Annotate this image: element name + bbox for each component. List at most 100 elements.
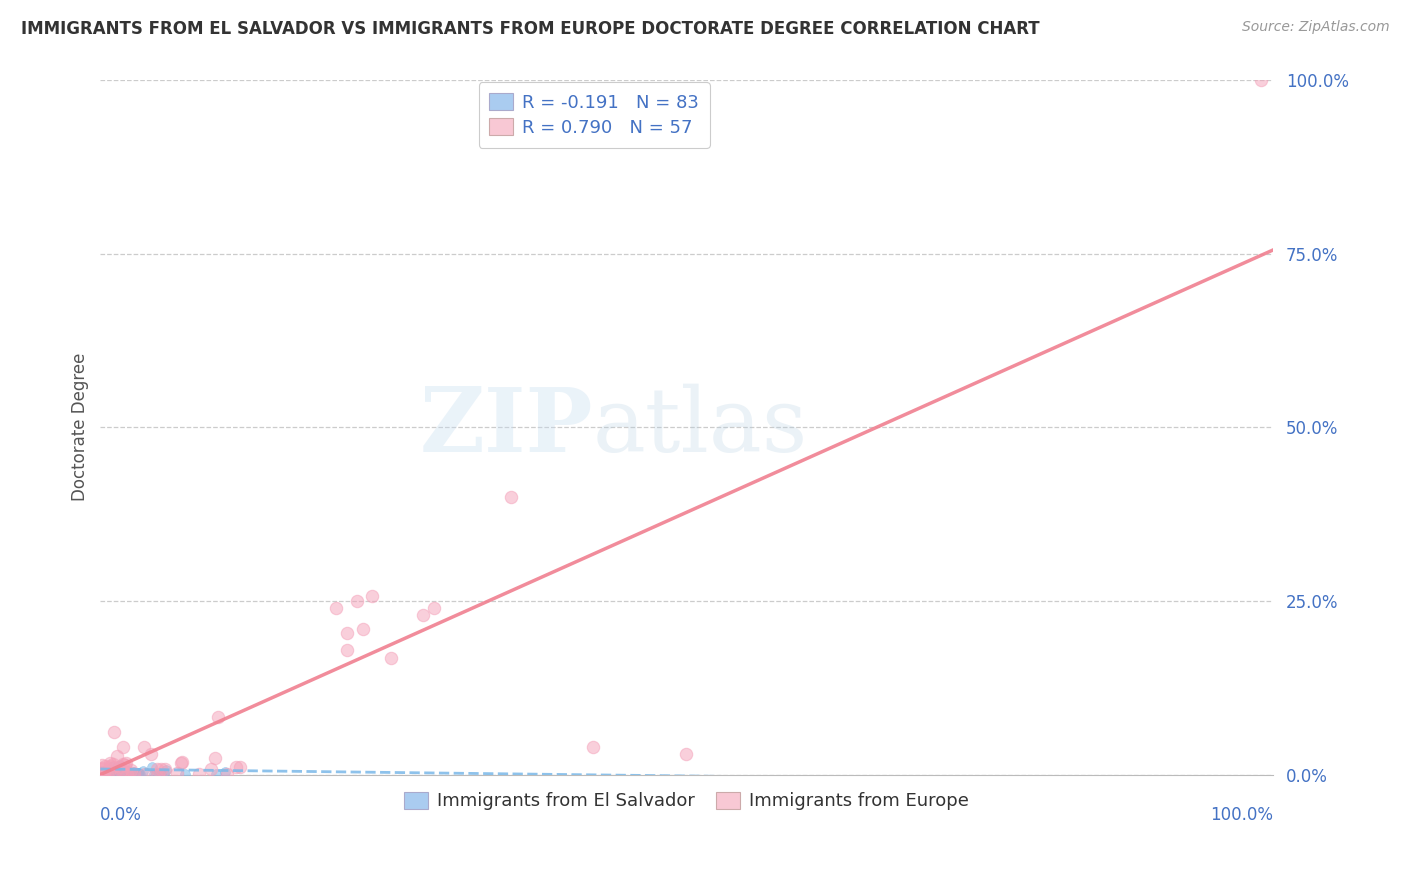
Point (114, 767, 136, 781)
Point (94, 766, 117, 780)
Point (94, 766, 117, 780)
Point (108, 766, 131, 780)
Point (90, 762, 112, 776)
Point (100, 760, 122, 774)
Point (112, 766, 135, 780)
Point (115, 766, 138, 780)
Point (228, 760, 250, 774)
Point (352, 623, 374, 637)
Point (97, 764, 120, 779)
Point (100, 767, 122, 781)
Point (105, 766, 128, 780)
Point (205, 766, 228, 780)
Point (101, 764, 124, 779)
Text: ZIP: ZIP (419, 384, 593, 471)
Point (105, 767, 128, 781)
Point (118, 767, 141, 781)
Point (104, 766, 127, 780)
Point (96, 764, 118, 779)
Point (103, 767, 125, 781)
Point (118, 765, 141, 780)
Point (336, 626, 359, 640)
Point (111, 767, 134, 781)
Text: atlas: atlas (593, 384, 808, 471)
Point (170, 756, 193, 770)
Point (127, 767, 149, 781)
Point (96, 767, 118, 781)
Point (101, 765, 124, 780)
Point (166, 766, 188, 780)
Point (110, 766, 132, 780)
Point (412, 607, 434, 622)
Point (145, 767, 167, 781)
Point (94, 759, 117, 773)
Point (105, 749, 128, 764)
Point (91, 767, 114, 781)
Point (110, 767, 132, 781)
Point (104, 766, 127, 780)
Point (101, 760, 124, 774)
Point (146, 762, 169, 776)
Point (380, 650, 402, 665)
Point (98, 763, 121, 777)
Point (131, 764, 153, 779)
Point (91, 764, 114, 779)
Point (217, 766, 239, 780)
Point (105, 767, 128, 781)
Point (118, 766, 141, 780)
Point (97, 767, 120, 781)
Point (174, 767, 197, 781)
Point (110, 763, 132, 777)
Point (110, 764, 132, 778)
Point (91, 767, 114, 781)
Point (148, 766, 170, 780)
Point (122, 765, 145, 780)
Point (325, 601, 347, 615)
Point (122, 766, 145, 780)
Point (121, 767, 143, 781)
Point (143, 767, 166, 781)
Point (118, 767, 141, 781)
Point (124, 766, 146, 780)
Point (93, 764, 115, 778)
Point (127, 766, 149, 780)
Point (112, 766, 135, 780)
Point (118, 767, 141, 781)
Point (97, 767, 120, 781)
Point (188, 766, 211, 780)
Point (128, 767, 150, 781)
Point (108, 758, 131, 772)
Point (423, 600, 446, 615)
Point (115, 756, 138, 771)
Point (141, 760, 163, 774)
Point (214, 765, 236, 780)
Point (105, 766, 128, 780)
Point (1250, 73, 1272, 87)
Point (111, 765, 134, 780)
Point (96, 767, 118, 781)
Point (101, 767, 124, 781)
Point (105, 765, 128, 780)
Point (499, 490, 522, 504)
Point (111, 739, 134, 754)
Point (207, 709, 229, 723)
Point (170, 755, 193, 769)
Point (108, 760, 131, 774)
Point (127, 765, 149, 780)
Point (100, 767, 122, 781)
Point (346, 594, 368, 608)
Point (124, 766, 146, 780)
Point (127, 765, 149, 780)
Point (105, 766, 128, 780)
Point (121, 766, 143, 780)
Point (100, 766, 122, 780)
Point (103, 725, 125, 739)
Point (128, 766, 150, 780)
Point (153, 765, 176, 780)
Point (146, 767, 169, 781)
Point (105, 767, 128, 781)
Text: 0.0%: 0.0% (100, 805, 142, 824)
Point (90, 760, 112, 774)
Point (112, 756, 135, 771)
Point (153, 763, 176, 777)
